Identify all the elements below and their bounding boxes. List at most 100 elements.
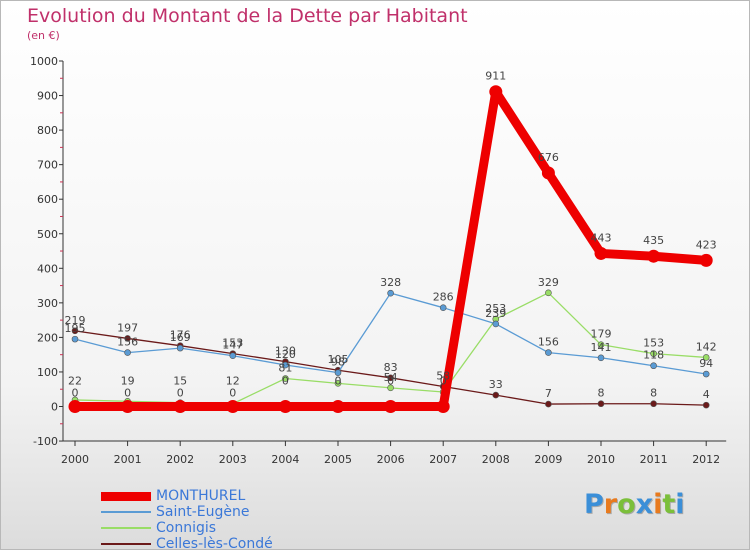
data-point	[702, 370, 710, 378]
data-label: 443	[591, 231, 612, 244]
data-label: 676	[538, 151, 559, 164]
x-tick-label: 2001	[114, 453, 142, 466]
data-label: 0	[229, 387, 236, 400]
chart-title: Evolution du Montant de la Dette par Hab…	[27, 5, 468, 27]
y-tick-label: 600	[37, 193, 58, 206]
data-point	[173, 400, 187, 413]
data-label: 156	[538, 336, 559, 349]
data-label: 153	[222, 337, 243, 350]
data-point	[71, 335, 79, 343]
y-tick-label: 500	[37, 228, 58, 241]
data-point	[384, 400, 398, 413]
y-tick-label: 400	[37, 262, 58, 275]
y-tick-label: 900	[37, 90, 58, 103]
data-point	[650, 400, 657, 408]
data-point	[489, 85, 503, 99]
y-tick-label: 800	[37, 124, 58, 137]
legend-item-saint-eugene: Saint-Eugène	[101, 504, 273, 520]
data-point	[702, 401, 710, 409]
data-label: 329	[538, 276, 559, 289]
data-point	[229, 352, 237, 360]
data-label: 176	[170, 329, 191, 342]
data-label: 197	[117, 321, 138, 334]
data-label: 169	[170, 331, 191, 344]
data-label: 142	[696, 340, 717, 353]
data-label: 195	[65, 322, 86, 335]
data-point	[282, 375, 289, 382]
data-point	[439, 304, 447, 311]
data-label: 83	[384, 361, 398, 374]
data-point	[68, 400, 82, 413]
data-point	[124, 349, 131, 356]
data-label: 179	[591, 328, 612, 341]
x-tick-label: 2011	[640, 453, 668, 466]
data-label: 141	[591, 341, 612, 354]
legend-label: Connigis	[156, 520, 217, 536]
y-tick-label: 1000	[30, 55, 58, 68]
legend-item-connigis: Connigis	[101, 520, 273, 536]
data-point	[650, 362, 657, 370]
data-point	[545, 289, 552, 297]
data-label: 423	[696, 238, 717, 251]
data-point	[387, 384, 394, 392]
data-label: 219	[65, 314, 86, 327]
legend-swatch-saint-eugene	[101, 511, 151, 513]
data-point	[334, 369, 342, 376]
data-label: 120	[275, 348, 296, 361]
x-tick-label: 2000	[61, 453, 89, 466]
data-point	[282, 361, 289, 369]
data-label: 0	[387, 375, 394, 388]
data-point	[699, 253, 713, 267]
legend-swatch-connigis	[101, 527, 151, 529]
data-point	[597, 354, 605, 362]
data-label: 7	[545, 387, 552, 400]
x-tick-label: 2008	[482, 453, 510, 466]
data-point	[597, 341, 605, 348]
x-tick-label: 2003	[219, 453, 247, 466]
chart-subtitle: (en €)	[27, 29, 60, 42]
x-tick-label: 2012	[692, 453, 720, 466]
x-tick-label: 2005	[324, 453, 352, 466]
data-point	[387, 374, 394, 382]
legend-label: MONTHUREL	[156, 488, 246, 504]
data-point	[650, 350, 657, 357]
data-point	[226, 400, 240, 413]
data-label: 118	[643, 349, 664, 362]
data-label: 8	[598, 387, 605, 400]
data-point	[541, 166, 555, 180]
data-point	[702, 354, 710, 361]
data-label: 58	[436, 369, 450, 382]
data-point	[492, 391, 500, 399]
y-tick-label: 100	[37, 366, 58, 379]
y-tick-label: 200	[37, 331, 58, 344]
data-label: 239	[485, 307, 506, 320]
data-label: 81	[278, 362, 292, 375]
legend-item-celles-les-conde: Celles-lès-Condé	[101, 536, 273, 552]
data-point	[647, 249, 661, 263]
data-point	[594, 246, 608, 260]
data-point	[121, 400, 135, 413]
data-label: 22	[68, 375, 82, 388]
data-point	[492, 320, 500, 328]
y-tick-label: 0	[51, 401, 58, 414]
data-point	[176, 344, 184, 352]
data-label: 286	[433, 291, 454, 304]
data-label: 0	[72, 387, 79, 400]
legend-item-monthurel: MONTHUREL	[101, 488, 273, 504]
data-point	[545, 400, 552, 408]
data-point	[124, 335, 131, 342]
data-label: 15	[173, 375, 187, 388]
legend-swatch-celles-les-conde	[101, 543, 151, 545]
data-point	[331, 400, 345, 413]
data-label: 253	[485, 302, 506, 315]
data-point	[71, 327, 79, 335]
x-tick-label: 2009	[534, 453, 562, 466]
data-label: 147	[222, 339, 243, 352]
y-tick-label: 300	[37, 297, 58, 310]
x-tick-label: 2010	[587, 453, 615, 466]
data-point	[278, 400, 292, 413]
legend-label: Celles-lès-Condé	[156, 536, 273, 552]
data-point	[597, 400, 605, 408]
legend-swatch-monthurel	[101, 491, 151, 501]
